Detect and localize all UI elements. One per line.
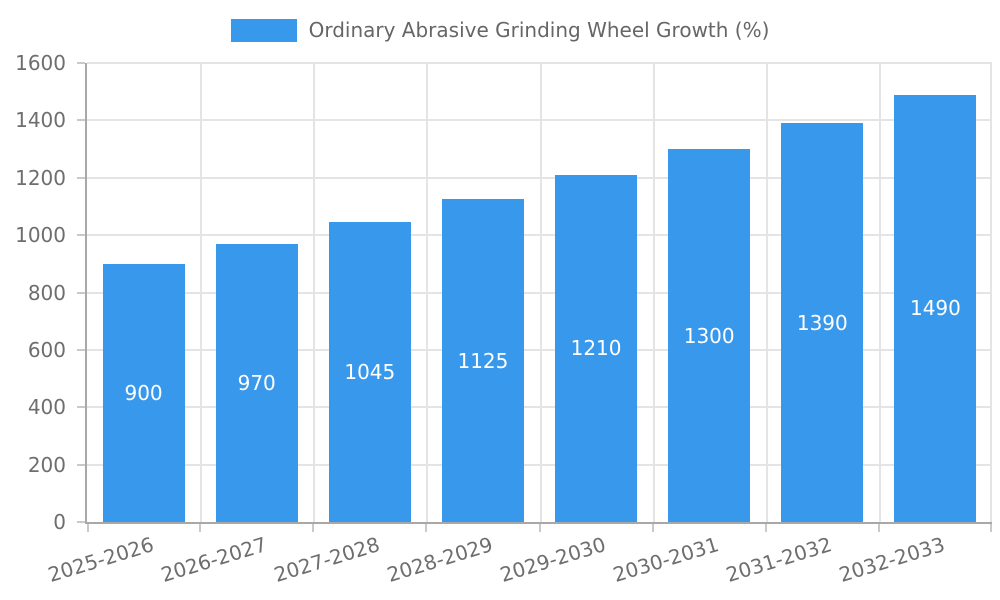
- x-tick-mark: [312, 524, 315, 532]
- bar[interactable]: 1045: [328, 222, 411, 522]
- bar[interactable]: 1300: [668, 149, 751, 522]
- y-tick-mark: [77, 291, 85, 294]
- y-tick-mark: [77, 119, 85, 122]
- x-tick-label: 2025-2026: [44, 532, 156, 587]
- y-tick-label: 1400: [15, 108, 66, 133]
- x-tick-label: 2027-2028: [270, 532, 383, 587]
- x-tick-label: 2029-2030: [497, 532, 609, 587]
- y-tick-label: 400: [27, 395, 66, 420]
- y-tick-label: 800: [27, 280, 66, 305]
- x-tick-label: 2030-2031: [610, 532, 722, 587]
- y-axis-line: [85, 63, 87, 522]
- gridline-vertical: [765, 63, 768, 522]
- bar-value-label: 1125: [457, 348, 509, 373]
- y-tick-mark: [77, 406, 85, 409]
- y-tick-label: 200: [27, 452, 66, 477]
- bar[interactable]: 1490: [894, 94, 977, 522]
- bar-value-label: 1210: [570, 336, 622, 361]
- bar-value-label: 1390: [796, 310, 848, 335]
- legend-swatch-icon: [230, 19, 297, 42]
- y-tick-mark: [77, 463, 85, 466]
- gridline-vertical: [652, 63, 655, 522]
- bar[interactable]: 1210: [555, 174, 638, 522]
- y-tick-mark: [77, 348, 85, 351]
- bar[interactable]: 1390: [781, 123, 864, 522]
- gridline-vertical: [878, 63, 881, 522]
- legend-label: Ordinary Abrasive Grinding Wheel Growth …: [308, 18, 770, 42]
- y-tick-mark: [77, 234, 85, 237]
- x-tick-label: 2031-2032: [723, 532, 835, 587]
- x-tick-mark: [87, 524, 89, 532]
- bar-value-label: 900: [124, 380, 163, 405]
- y-tick-label: 600: [27, 337, 66, 362]
- x-tick-mark: [425, 524, 428, 532]
- gridline-vertical: [313, 63, 316, 522]
- legend: Ordinary Abrasive Grinding Wheel Growth …: [0, 19, 1000, 42]
- legend-item[interactable]: Ordinary Abrasive Grinding Wheel Growth …: [230, 18, 770, 42]
- bar-value-label: 1300: [683, 323, 735, 348]
- gridline-vertical: [426, 63, 429, 522]
- y-tick-label: 0: [53, 510, 66, 534]
- bar-value-label: 1490: [909, 296, 961, 321]
- x-tick-mark: [877, 524, 880, 532]
- x-tick-mark: [990, 524, 992, 532]
- y-tick-mark: [77, 521, 85, 523]
- y-tick-label: 1000: [15, 223, 66, 248]
- bar-value-label: 970: [237, 370, 276, 395]
- bar[interactable]: 900: [102, 263, 185, 522]
- bar[interactable]: 1125: [441, 199, 524, 522]
- plot-area: 0 200 400 600 800 1000 1200 1400 1600 900 970 1045 1…: [15, 53, 992, 587]
- bar[interactable]: 970: [215, 243, 298, 522]
- y-tick-label: 1200: [15, 165, 66, 190]
- gridline-vertical: [990, 63, 992, 522]
- y-tick-mark: [77, 176, 85, 179]
- x-tick-label: 2032-2033: [836, 532, 948, 587]
- x-tick-label: 2028-2029: [384, 532, 496, 587]
- x-tick-mark: [651, 524, 654, 532]
- x-axis-line: [85, 522, 992, 524]
- gridline-vertical: [200, 63, 203, 522]
- x-tick-mark: [538, 524, 541, 532]
- x-tick-mark: [764, 524, 767, 532]
- bar-value-label: 1045: [344, 360, 396, 385]
- y-tick-mark: [77, 62, 85, 64]
- x-tick-mark: [199, 524, 202, 532]
- x-tick-label: 2026-2027: [157, 532, 270, 587]
- gridline-vertical: [539, 63, 542, 522]
- y-tick-label: 1600: [15, 51, 66, 75]
